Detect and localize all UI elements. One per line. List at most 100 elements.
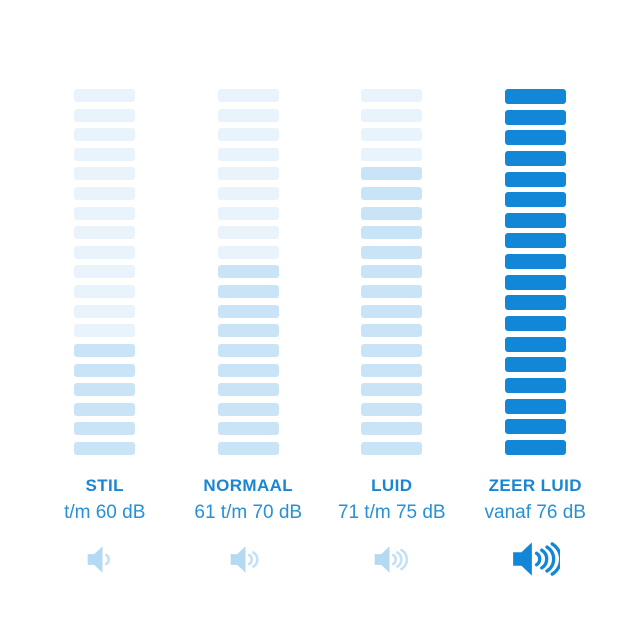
- level-bar-filled: [74, 343, 136, 357]
- level-bar-filled: [217, 265, 279, 279]
- level-bar-empty: [217, 226, 279, 240]
- level-bar-empty: [74, 285, 136, 299]
- level-bar-filled: [504, 130, 566, 146]
- sound-wave-arc: [545, 545, 556, 573]
- level-bar-empty: [217, 89, 279, 102]
- level-bar-filled: [504, 89, 566, 104]
- level-bar-filled: [361, 265, 423, 279]
- category-column: STIL t/m 60 dB: [33, 89, 177, 582]
- level-bar-stack: [217, 89, 279, 455]
- volume-icon: [228, 536, 268, 582]
- level-bar-filled: [504, 357, 566, 373]
- level-bar-filled: [361, 285, 423, 299]
- level-bar-empty: [361, 89, 423, 102]
- speaker-icon: [513, 542, 561, 576]
- decibel-range-label: 71 t/m 75 dB: [337, 502, 446, 523]
- level-bar-filled: [361, 324, 423, 338]
- level-bar-filled: [361, 226, 423, 240]
- speaker-icon: [230, 545, 259, 573]
- level-bar-empty: [74, 128, 136, 142]
- decibel-range-label: 61 t/m 70 dB: [194, 502, 303, 523]
- level-bar-filled: [217, 422, 279, 436]
- category-column: NORMAAL 61 t/m 70 dB: [177, 89, 321, 582]
- level-bar-filled: [74, 422, 136, 436]
- sound-wave-arc: [399, 548, 408, 570]
- level-bar-filled: [217, 343, 279, 357]
- level-bar-filled: [361, 245, 423, 259]
- level-bar-filled: [504, 398, 566, 414]
- level-bar-filled: [504, 295, 566, 311]
- level-bar-filled: [361, 343, 423, 357]
- category-label: ZEER LUID: [488, 476, 582, 495]
- level-bar-stack: [504, 89, 566, 455]
- speaker-icon: [87, 545, 110, 573]
- level-bar-filled: [361, 304, 423, 318]
- sound-wave-arc: [252, 550, 259, 568]
- level-bar-empty: [74, 265, 136, 279]
- level-bar-filled: [504, 171, 566, 187]
- level-bar-empty: [74, 89, 136, 102]
- sound-wave-arc: [550, 542, 561, 576]
- level-bar-filled: [504, 254, 566, 270]
- level-bar-empty: [74, 206, 136, 220]
- decibel-range-label: t/m 60 dB: [64, 502, 146, 523]
- level-bar-filled: [217, 324, 279, 338]
- level-bar-filled: [361, 383, 423, 397]
- level-bar-filled: [504, 233, 566, 249]
- level-bar-filled: [361, 441, 423, 455]
- level-bar-empty: [217, 108, 279, 122]
- level-bar-filled: [504, 212, 566, 228]
- level-bar-empty: [74, 167, 136, 181]
- level-bar-empty: [361, 128, 423, 142]
- level-bar-filled: [74, 441, 136, 455]
- level-bar-stack: [361, 89, 423, 455]
- volume-icon: [372, 536, 412, 582]
- level-bar-empty: [217, 187, 279, 201]
- level-bar-empty: [74, 187, 136, 201]
- level-bar-filled: [361, 167, 423, 181]
- level-bar-filled: [74, 363, 136, 377]
- level-bar-empty: [217, 206, 279, 220]
- level-bar-filled: [217, 402, 279, 416]
- columns-row: STIL t/m 60 dB NORMAAL 61 t/m 70 dB LUID 71 t…: [33, 89, 607, 582]
- level-bar-empty: [217, 128, 279, 142]
- level-bar-filled: [504, 274, 566, 290]
- level-bar-filled: [504, 150, 566, 166]
- volume-icon: [510, 536, 561, 582]
- sound-wave-arc: [248, 553, 254, 565]
- level-bar-empty: [74, 108, 136, 122]
- level-bar-filled: [504, 336, 566, 352]
- level-bar-empty: [74, 304, 136, 318]
- level-bar-filled: [217, 304, 279, 318]
- level-bar-filled: [361, 206, 423, 220]
- level-bar-empty: [74, 324, 136, 338]
- level-bar-filled: [504, 419, 566, 435]
- category-label: NORMAAL: [203, 476, 294, 495]
- level-bar-filled: [74, 402, 136, 416]
- speaker-icon: [374, 545, 408, 573]
- level-bar-filled: [217, 285, 279, 299]
- category-column: ZEER LUID vanaf 76 dB: [464, 89, 608, 582]
- level-bar-empty: [361, 147, 423, 161]
- level-bar-filled: [217, 363, 279, 377]
- decibel-range-label: vanaf 76 dB: [484, 502, 586, 523]
- level-bar-filled: [504, 377, 566, 393]
- level-bar-filled: [361, 402, 423, 416]
- level-bar-empty: [74, 245, 136, 259]
- sound-wave-arc: [535, 551, 542, 567]
- sound-wave-arc: [540, 548, 549, 570]
- level-bar-empty: [74, 147, 136, 161]
- level-bar-filled: [217, 441, 279, 455]
- level-bar-filled: [361, 363, 423, 377]
- level-bar-empty: [217, 167, 279, 181]
- level-bar-empty: [74, 226, 136, 240]
- category-column: LUID 71 t/m 75 dB: [320, 89, 464, 582]
- level-bar-filled: [217, 383, 279, 397]
- level-bar-filled: [74, 383, 136, 397]
- sound-wave-arc: [395, 550, 403, 568]
- level-bar-filled: [361, 422, 423, 436]
- level-bar-filled: [504, 109, 566, 125]
- level-bar-empty: [217, 147, 279, 161]
- sound-wave-arc: [391, 553, 397, 565]
- level-bar-stack: [74, 89, 136, 455]
